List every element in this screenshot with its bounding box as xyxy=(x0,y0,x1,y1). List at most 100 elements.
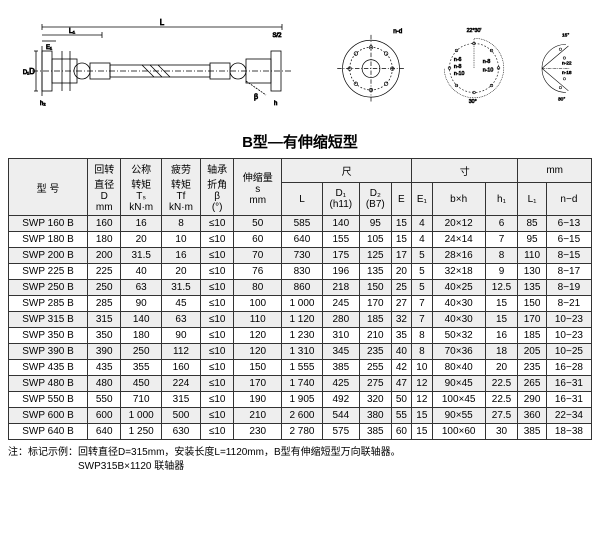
cell-nd: 8−17 xyxy=(546,264,591,280)
cell-Tf: 8 xyxy=(162,216,201,232)
flange-drawing: n-d xyxy=(331,26,411,106)
col-dim-group: 尺 xyxy=(282,159,412,183)
cell-L1: 360 xyxy=(518,408,547,424)
cell-s: 120 xyxy=(234,328,282,344)
cell-D1: 492 xyxy=(322,392,359,408)
cell-D2: 95 xyxy=(359,216,391,232)
table-row: SWP 285 B2859045≤101001 00024517027740×3… xyxy=(9,296,592,312)
cell-nd: 6−15 xyxy=(546,232,591,248)
svg-text:D₁: D₁ xyxy=(23,70,29,76)
cell-L1: 110 xyxy=(518,248,547,264)
cell-bh: 40×30 xyxy=(432,296,485,312)
table-row: SWP 180 B1802010≤106064015510515424×1479… xyxy=(9,232,592,248)
cell-D2: 210 xyxy=(359,328,391,344)
cell-s: 190 xyxy=(234,392,282,408)
svg-text:n-8: n-8 xyxy=(483,59,491,65)
cell-E1: 7 xyxy=(412,312,432,328)
svg-text:n-10: n-10 xyxy=(483,68,494,74)
cell-beta: ≤10 xyxy=(200,216,233,232)
cell-D1: 575 xyxy=(322,424,359,440)
cell-L1: 170 xyxy=(518,312,547,328)
cell-L: 1 120 xyxy=(282,312,323,328)
cell-bh: 90×45 xyxy=(432,376,485,392)
col-L: L xyxy=(282,183,323,216)
cell-D: 160 xyxy=(88,216,121,232)
cell-Tf: 90 xyxy=(162,328,201,344)
cell-D1: 345 xyxy=(322,344,359,360)
col-dim-group2: 寸 xyxy=(412,159,518,183)
col-E1: E₁ xyxy=(412,183,432,216)
table-row: SWP 200 B20031.516≤107073017512517528×16… xyxy=(9,248,592,264)
cell-D1: 544 xyxy=(322,408,359,424)
cell-D1: 175 xyxy=(322,248,359,264)
table-row: SWP 390 B390250112≤101201 31034523540870… xyxy=(9,344,592,360)
cell-D1: 155 xyxy=(322,232,359,248)
cell-model: SWP 640 B xyxy=(9,424,88,440)
cell-E1: 12 xyxy=(412,392,432,408)
table-row: SWP 435 B435355160≤101501 55538525542108… xyxy=(9,360,592,376)
main-drawing: L L₁ E₁ S/2 D D₁ h₂ xyxy=(22,21,302,111)
svg-text:30°: 30° xyxy=(469,99,477,105)
cell-model: SWP 480 B xyxy=(9,376,88,392)
cell-E: 35 xyxy=(391,328,411,344)
note-line1: 注：标记示例：回转直径D=315mm，安装长度L=1120mm，B型有伸缩短型万… xyxy=(8,446,592,460)
cell-E1: 4 xyxy=(412,216,432,232)
table-row: SWP 480 B480450224≤101701 74042527547129… xyxy=(9,376,592,392)
cell-D: 350 xyxy=(88,328,121,344)
svg-text:n-18: n-18 xyxy=(562,70,572,76)
cell-D2: 255 xyxy=(359,360,391,376)
table-row: SWP 250 B2506331.5≤108086021815025540×25… xyxy=(9,280,592,296)
cell-Ts: 450 xyxy=(121,376,162,392)
cell-h1: 6 xyxy=(485,216,518,232)
cell-L: 640 xyxy=(282,232,323,248)
cell-beta: ≤10 xyxy=(200,232,233,248)
col-Tf: 疲劳 转矩 Tf kN·m xyxy=(162,159,201,216)
cell-D: 550 xyxy=(88,392,121,408)
cell-D2: 185 xyxy=(359,312,391,328)
cell-D: 435 xyxy=(88,360,121,376)
cell-E1: 5 xyxy=(412,264,432,280)
cell-nd: 8−19 xyxy=(546,280,591,296)
cell-model: SWP 350 B xyxy=(9,328,88,344)
cell-s: 110 xyxy=(234,312,282,328)
cell-s: 100 xyxy=(234,296,282,312)
cell-L1: 235 xyxy=(518,360,547,376)
cell-Tf: 20 xyxy=(162,264,201,280)
cell-Ts: 16 xyxy=(121,216,162,232)
cell-bh: 24×14 xyxy=(432,232,485,248)
cell-bh: 70×36 xyxy=(432,344,485,360)
cell-nd: 16−31 xyxy=(546,392,591,408)
cell-L: 830 xyxy=(282,264,323,280)
cell-nd: 10−23 xyxy=(546,312,591,328)
col-D2: D₂ (B7) xyxy=(359,183,391,216)
cell-nd: 10−23 xyxy=(546,328,591,344)
svg-text:n-22: n-22 xyxy=(562,60,572,66)
cell-h1: 12.5 xyxy=(485,280,518,296)
cell-Ts: 140 xyxy=(121,312,162,328)
cell-s: 150 xyxy=(234,360,282,376)
footnote: 注：标记示例：回转直径D=315mm，安装长度L=1120mm，B型有伸缩短型万… xyxy=(8,446,592,474)
col-beta: 轴承 折角 β (°) xyxy=(200,159,233,216)
cell-E: 55 xyxy=(391,408,411,424)
cell-s: 230 xyxy=(234,424,282,440)
cell-Tf: 45 xyxy=(162,296,201,312)
cell-bh: 50×32 xyxy=(432,328,485,344)
cell-Tf: 31.5 xyxy=(162,280,201,296)
cell-L1: 290 xyxy=(518,392,547,408)
cell-bh: 90×55 xyxy=(432,408,485,424)
cell-s: 50 xyxy=(234,216,282,232)
cell-E1: 12 xyxy=(412,376,432,392)
cell-Ts: 63 xyxy=(121,280,162,296)
col-model: 型 号 xyxy=(9,159,88,216)
cell-D2: 320 xyxy=(359,392,391,408)
col-bh: b×h xyxy=(432,183,485,216)
cell-beta: ≤10 xyxy=(200,328,233,344)
cell-E: 15 xyxy=(391,232,411,248)
cell-h1: 15 xyxy=(485,312,518,328)
cell-Ts: 1 000 xyxy=(121,408,162,424)
svg-text:n-d: n-d xyxy=(393,28,403,35)
cell-beta: ≤10 xyxy=(200,296,233,312)
svg-text:D: D xyxy=(29,67,35,76)
cell-h1: 30 xyxy=(485,424,518,440)
cell-bh: 40×30 xyxy=(432,312,485,328)
